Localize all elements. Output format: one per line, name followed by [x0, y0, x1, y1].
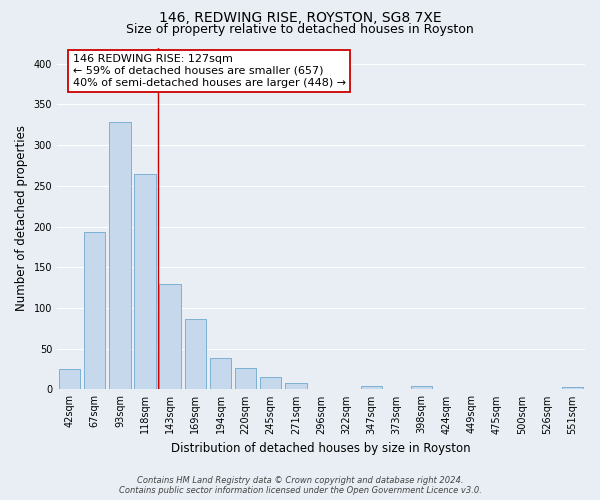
Bar: [361, 386, 382, 390]
Bar: [285, 383, 307, 390]
Bar: [260, 377, 281, 390]
Text: Size of property relative to detached houses in Royston: Size of property relative to detached ho…: [126, 22, 474, 36]
Bar: [160, 284, 181, 390]
X-axis label: Distribution of detached houses by size in Royston: Distribution of detached houses by size …: [171, 442, 471, 455]
Bar: [235, 368, 256, 390]
Text: Contains HM Land Registry data © Crown copyright and database right 2024.
Contai: Contains HM Land Registry data © Crown c…: [119, 476, 481, 495]
Bar: [59, 369, 80, 390]
Bar: [411, 386, 432, 390]
Bar: [134, 174, 156, 390]
Bar: [84, 232, 106, 390]
Bar: [562, 387, 583, 390]
Bar: [109, 122, 131, 390]
Y-axis label: Number of detached properties: Number of detached properties: [15, 126, 28, 312]
Text: 146, REDWING RISE, ROYSTON, SG8 7XE: 146, REDWING RISE, ROYSTON, SG8 7XE: [158, 11, 442, 25]
Bar: [210, 358, 231, 390]
Text: 146 REDWING RISE: 127sqm
← 59% of detached houses are smaller (657)
40% of semi-: 146 REDWING RISE: 127sqm ← 59% of detach…: [73, 54, 346, 88]
Bar: [185, 318, 206, 390]
